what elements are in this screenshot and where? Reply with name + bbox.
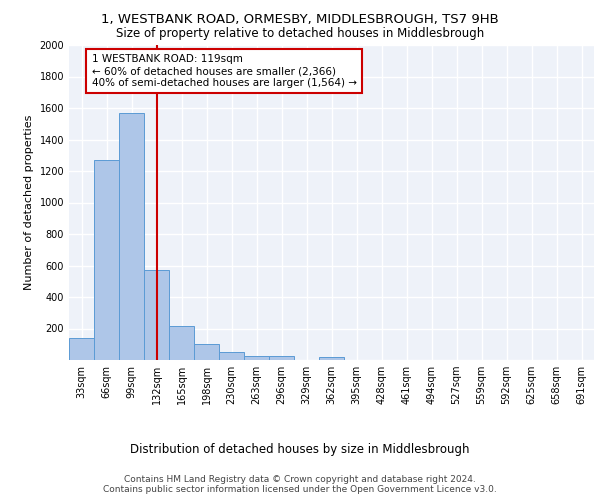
Text: 1, WESTBANK ROAD, ORMESBY, MIDDLESBROUGH, TS7 9HB: 1, WESTBANK ROAD, ORMESBY, MIDDLESBROUGH…: [101, 12, 499, 26]
Bar: [94, 160, 119, 360]
Text: 1 WESTBANK ROAD: 119sqm
← 60% of detached houses are smaller (2,366)
40% of semi: 1 WESTBANK ROAD: 119sqm ← 60% of detache…: [91, 54, 356, 88]
Bar: [194, 344, 219, 360]
Text: Contains public sector information licensed under the Open Government Licence v3: Contains public sector information licen…: [103, 485, 497, 494]
Bar: [219, 352, 244, 360]
Text: Size of property relative to detached houses in Middlesbrough: Size of property relative to detached ho…: [116, 28, 484, 40]
Bar: [319, 357, 344, 360]
Text: Distribution of detached houses by size in Middlesbrough: Distribution of detached houses by size …: [130, 442, 470, 456]
Bar: [244, 356, 269, 360]
Bar: [119, 112, 144, 360]
Bar: [169, 326, 194, 360]
Y-axis label: Number of detached properties: Number of detached properties: [24, 115, 34, 290]
Bar: [144, 270, 169, 360]
Bar: [269, 356, 294, 360]
Text: Contains HM Land Registry data © Crown copyright and database right 2024.: Contains HM Land Registry data © Crown c…: [124, 475, 476, 484]
Bar: [69, 338, 94, 360]
